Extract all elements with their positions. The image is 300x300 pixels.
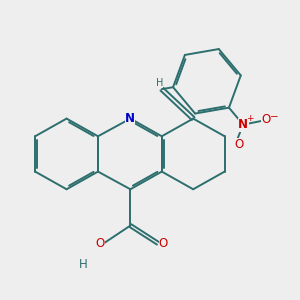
Text: O: O [261, 113, 270, 126]
Text: O: O [158, 237, 168, 250]
Text: N: N [125, 112, 135, 125]
Text: O: O [235, 138, 244, 151]
Text: N: N [238, 118, 248, 131]
Text: −: − [270, 112, 279, 122]
Text: O: O [96, 237, 105, 250]
Text: H: H [156, 78, 163, 88]
Text: H: H [79, 258, 88, 271]
Text: +: + [246, 114, 253, 123]
